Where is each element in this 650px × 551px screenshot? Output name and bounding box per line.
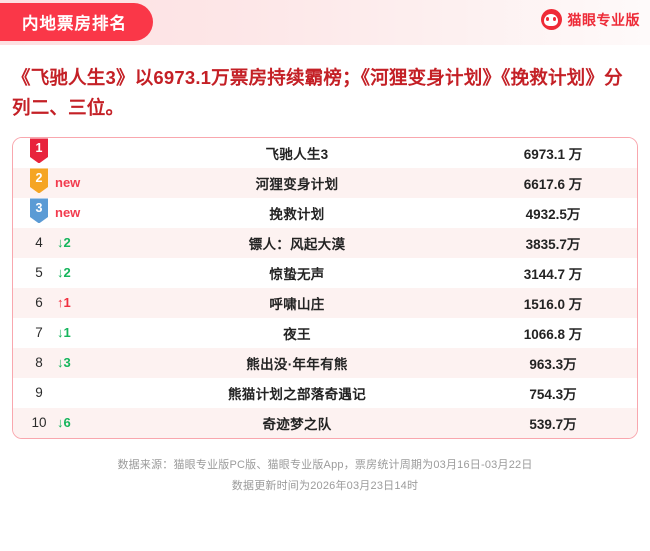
table-row[interactable]: 3 new 挽救计划 4932.5万 xyxy=(13,197,637,228)
rank-badge-icon: 3 xyxy=(30,198,48,224)
movie-title-cell[interactable]: 夜王 xyxy=(283,326,311,342)
box-office-value-cell: 1066.8 万 xyxy=(523,326,583,342)
table-row[interactable]: 5 ↓2 惊蛰无声 3144.7 万 xyxy=(13,257,637,288)
rank-down-arrow-icon: ↓2 xyxy=(57,265,71,281)
box-office-value-cell: 539.7万 xyxy=(529,416,577,432)
brand-logo-group: 猫眼专业版 xyxy=(540,9,641,30)
ranking-list: 1 飞驰人生3 6973.1 万 2 new 河狸变身计划 6617.6 万 3 new 挽救计划… xyxy=(13,137,637,438)
cat-face-shape xyxy=(544,13,558,26)
data-source-footer: 数据来源：猫眼专业版PC版、猫眼专业版App，票房统计周期为03月16日-03月… xyxy=(0,455,650,498)
rank-cell: 5 ↓2 xyxy=(13,258,125,288)
rank-cell: 2 new xyxy=(13,168,125,198)
box-office-value-cell: 3835.7万 xyxy=(525,236,581,252)
rank-badge-icon: 1 xyxy=(30,138,48,164)
rank-cell: 10 ↓6 xyxy=(13,408,125,438)
footer-update-line: 数据更新时间为2026年03月23日14时 xyxy=(231,480,419,493)
new-entry-tag: new xyxy=(55,175,81,191)
ranking-card: 1 飞驰人生3 6973.1 万 2 new 河狸变身计划 6617.6 万 3 new 挽救计划… xyxy=(12,136,638,439)
rank-number: 7 xyxy=(35,325,43,341)
rank-cell: 3 new xyxy=(13,198,125,228)
table-row[interactable]: 4 ↓2 镖人：风起大漠 3835.7万 xyxy=(13,227,637,258)
box-office-value-cell: 754.3万 xyxy=(529,386,577,402)
rank-number: 10 xyxy=(31,415,47,431)
section-title-pill: 内地票房排名 xyxy=(0,3,153,41)
new-entry-tag: new xyxy=(55,205,81,221)
page-headline: 《飞驰人生3》以6973.1万票房持续霸榜；《河狸变身计划》《挽救计划》分列二、… xyxy=(12,67,623,118)
movie-title-cell[interactable]: 挽救计划 xyxy=(269,206,325,222)
movie-title-cell[interactable]: 镖人：风起大漠 xyxy=(248,236,346,252)
table-row[interactable]: 7 ↓1 夜王 1066.8 万 xyxy=(13,317,637,348)
rank-down-arrow-icon: ↓3 xyxy=(57,355,71,371)
page-header: 内地票房排名 猫眼专业版 xyxy=(0,0,650,45)
box-office-value-cell: 4932.5万 xyxy=(525,206,581,222)
table-row[interactable]: 2 new 河狸变身计划 6617.6 万 xyxy=(13,167,637,198)
movie-title-cell[interactable]: 熊猫计划之部落奇遇记 xyxy=(228,386,366,402)
rank-up-arrow-icon: ↑1 xyxy=(57,295,71,311)
rank-number: 4 xyxy=(35,235,43,251)
table-row[interactable]: 1 飞驰人生3 6973.1 万 xyxy=(13,137,637,168)
movie-title-cell[interactable]: 惊蛰无声 xyxy=(269,266,325,282)
box-office-value-cell: 6973.1 万 xyxy=(523,146,583,162)
rank-cell: 8 ↓3 xyxy=(13,348,125,378)
rank-cell: 6 ↑1 xyxy=(13,288,125,318)
table-row[interactable]: 10 ↓6 奇迹梦之队 539.7万 xyxy=(13,407,637,438)
rank-number: 5 xyxy=(35,265,43,281)
table-row[interactable]: 6 ↑1 呼啸山庄 1516.0 万 xyxy=(13,287,637,318)
box-office-value-cell: 6617.6 万 xyxy=(523,176,583,192)
box-office-value-cell: 1516.0 万 xyxy=(523,296,583,312)
rank-number: 9 xyxy=(35,385,43,401)
rank-down-arrow-icon: ↓6 xyxy=(57,415,71,431)
rank-cell: 4 ↓2 xyxy=(13,228,125,258)
rank-cell: 9 xyxy=(13,378,125,408)
rank-down-arrow-icon: ↓1 xyxy=(57,325,71,341)
table-row[interactable]: 9 熊猫计划之部落奇遇记 754.3万 xyxy=(13,377,637,408)
box-office-value-cell: 963.3万 xyxy=(529,356,577,372)
movie-title-cell[interactable]: 奇迹梦之队 xyxy=(262,416,332,432)
rank-cell: 1 xyxy=(13,138,125,168)
movie-title-cell[interactable]: 河狸变身计划 xyxy=(255,176,339,192)
movie-title-cell[interactable]: 呼啸山庄 xyxy=(269,296,325,312)
table-row[interactable]: 8 ↓3 熊出没·年年有熊 963.3万 xyxy=(13,347,637,378)
brand-name-label: 猫眼专业版 xyxy=(567,11,640,28)
box-office-value-cell: 3144.7 万 xyxy=(523,266,583,282)
footer-source-line: 数据来源：猫眼专业版PC版、猫眼专业版App，票房统计周期为03月16日-03月… xyxy=(117,458,533,471)
rank-down-arrow-icon: ↓2 xyxy=(57,235,71,251)
rank-number: 6 xyxy=(35,295,43,311)
movie-title-cell[interactable]: 飞驰人生3 xyxy=(265,146,329,162)
movie-title-cell[interactable]: 熊出没·年年有熊 xyxy=(246,356,348,372)
rank-number: 8 xyxy=(35,355,43,371)
rank-cell: 7 ↓1 xyxy=(13,318,125,348)
rank-badge-icon: 2 xyxy=(30,168,48,194)
maoyan-cat-logo-icon xyxy=(540,9,562,30)
